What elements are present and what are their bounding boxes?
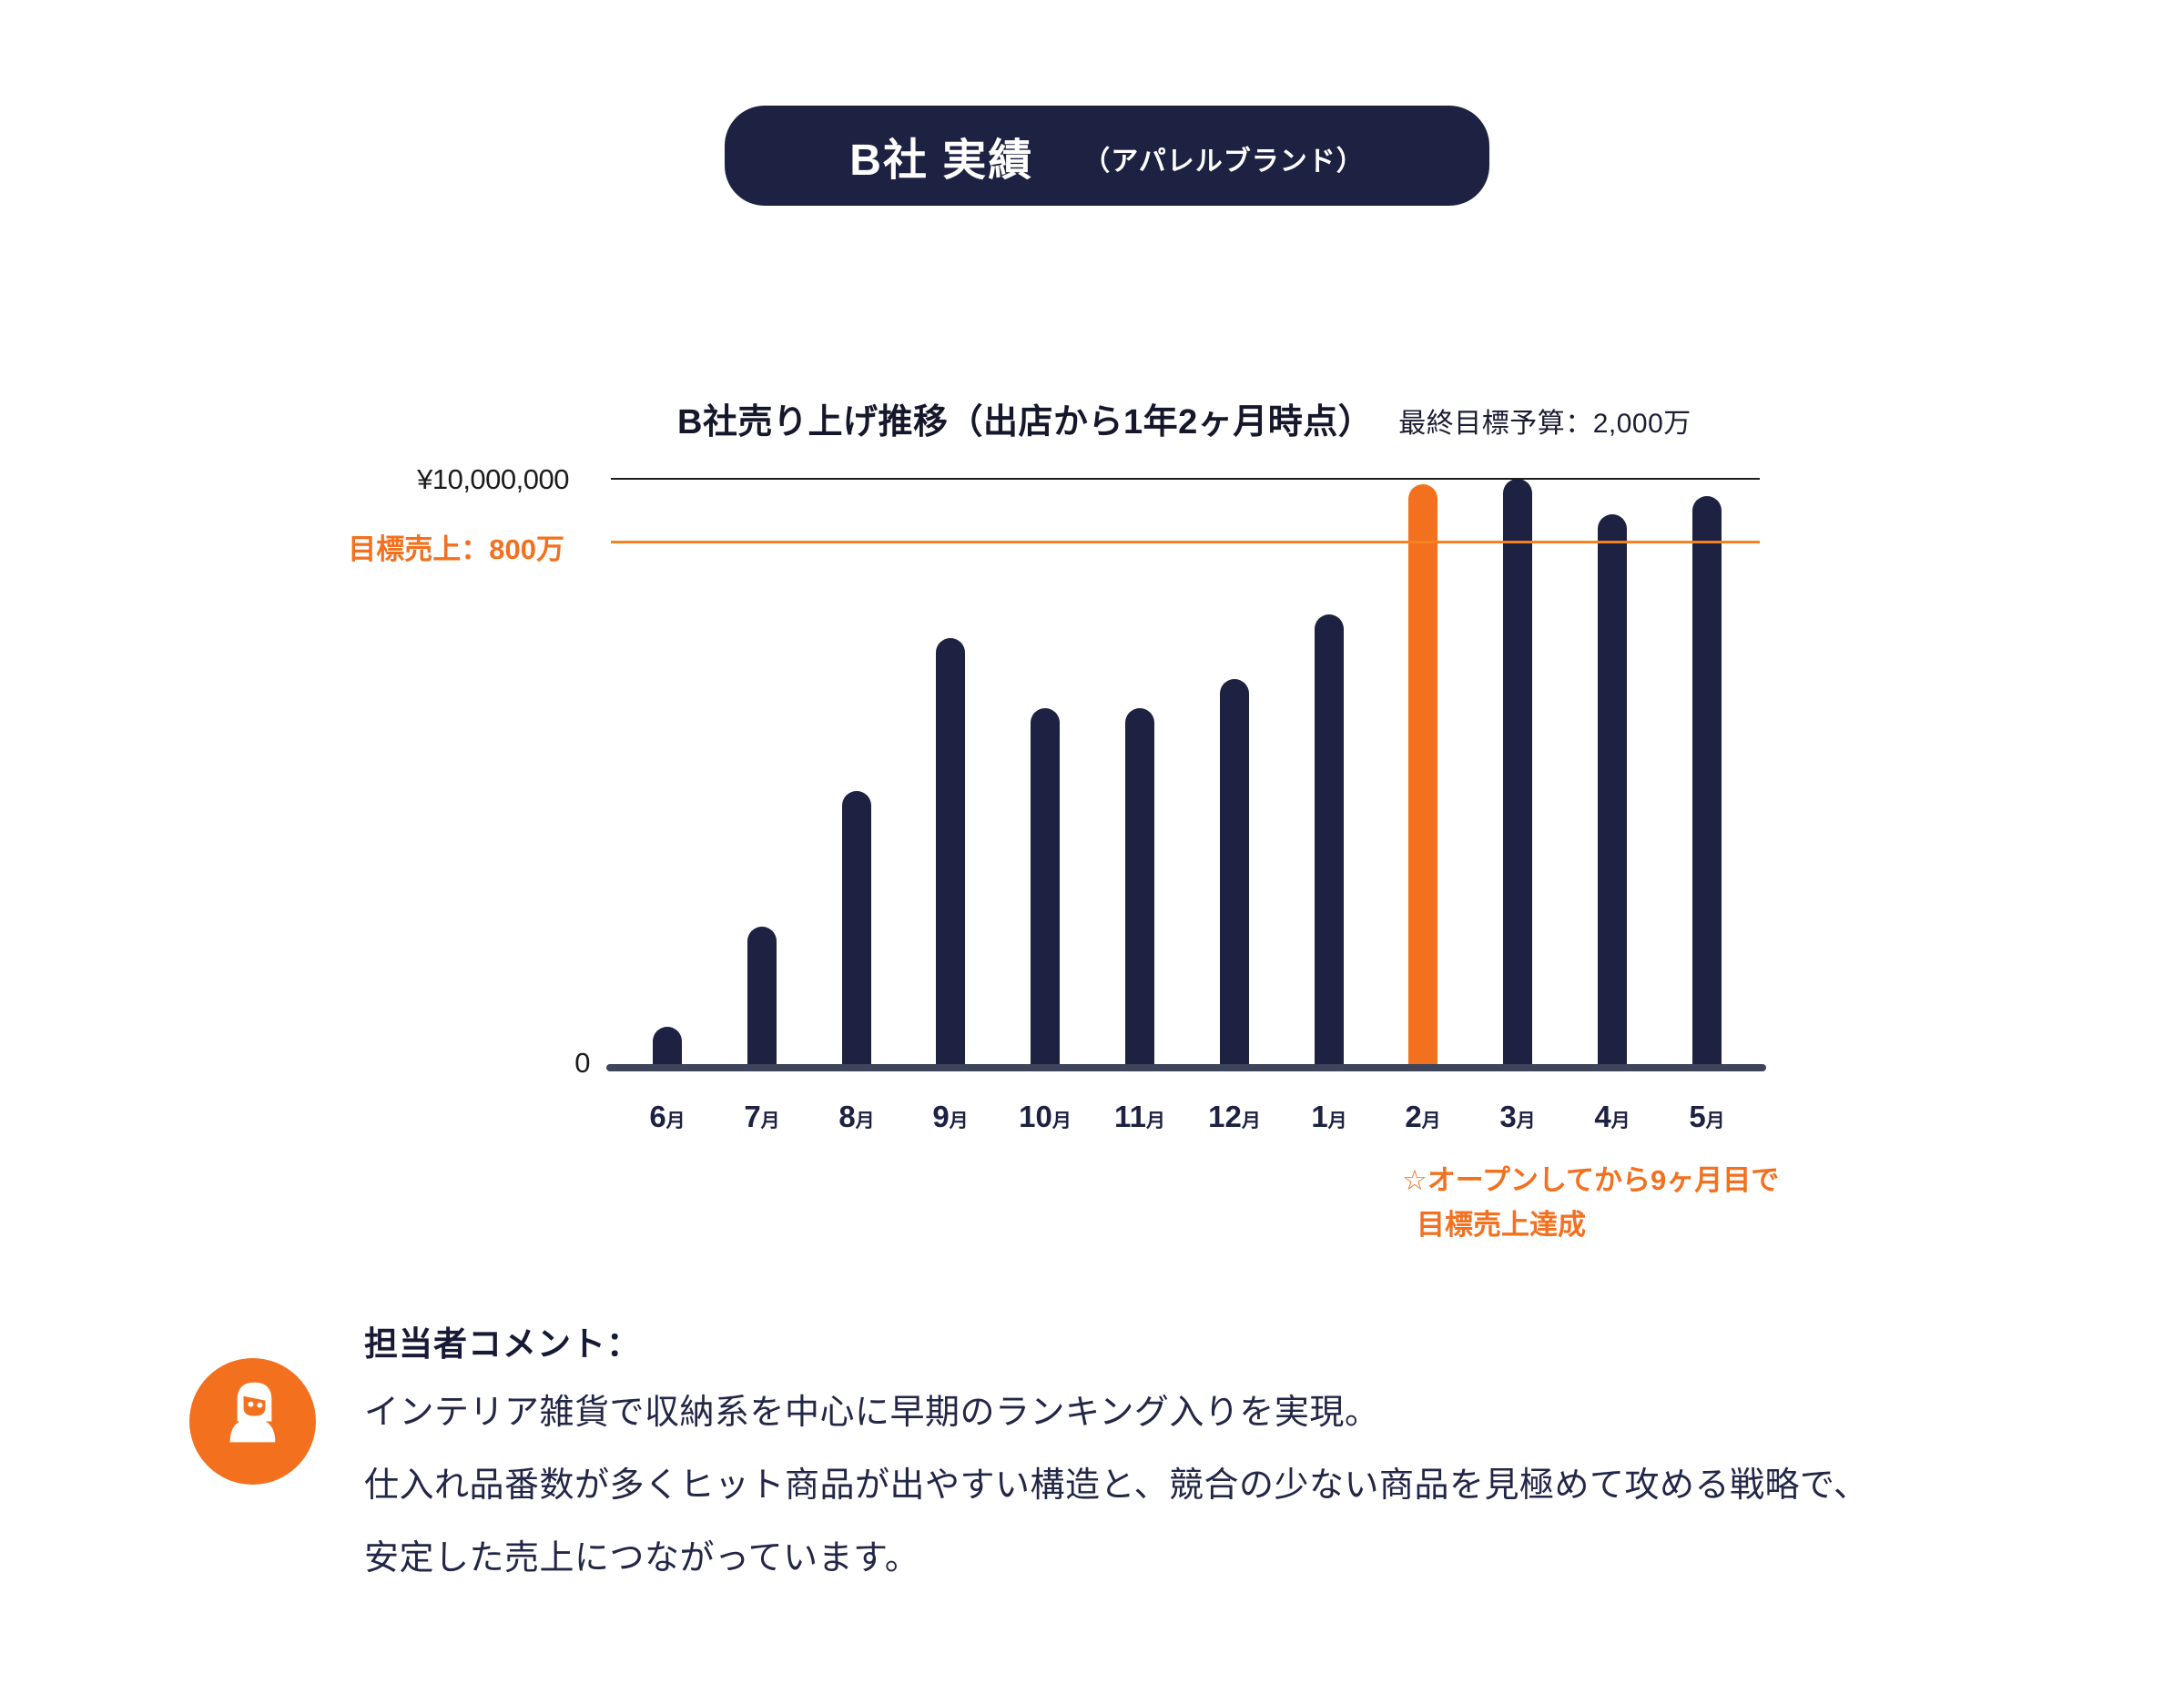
max-gridline [611,478,1760,480]
x-axis-label-2月: 2月 [1376,1100,1470,1134]
x-label-month-unit: 月 [760,1111,780,1131]
x-axis-label-5月: 5月 [1660,1100,1754,1134]
badge-subtitle: （アパレルブランド） [1082,147,1365,177]
x-axis-label-3月: 3月 [1470,1100,1565,1134]
chart-title: B社売り上げ推移（出店から1年2ヶ月時点） [677,403,1374,441]
x-axis-label-7月: 7月 [715,1100,809,1134]
x-label-month-number: 9 [932,1100,950,1133]
x-label-month-number: 7 [744,1100,761,1133]
bar-6月 [653,1027,682,1068]
person-avatar-icon [189,1358,316,1485]
x-axis-label-12月: 12月 [1187,1100,1282,1134]
goal-annotation-line2: 目標売上達成 [1417,1209,1586,1241]
goal-annotation: ☆オープンしてから9ヶ月目で 目標売上達成 [1402,1158,1779,1247]
bar-4月 [1598,514,1627,1068]
chart-subtitle: 最終目標予算：2,000万 [1398,409,1691,439]
bar-9月 [936,638,965,1068]
x-label-month-number: 4 [1594,1100,1611,1133]
x-label-month-unit: 月 [1421,1111,1441,1131]
x-axis-label-8月: 8月 [809,1100,904,1134]
x-label-month-unit: 月 [665,1111,686,1131]
bar-8月 [842,791,871,1068]
comment-line: インテリア雑貨で収納系を中心に早期のランキング入りを実現。 [364,1394,1380,1432]
x-label-month-unit: 月 [1241,1111,1261,1131]
comment-line: 安定した売上につながっています。 [364,1539,920,1577]
badge-title: B社 実績 [849,137,1034,185]
x-label-month-unit: 月 [949,1111,969,1131]
bar-2月 [1408,484,1437,1068]
x-label-month-number: 6 [649,1100,666,1133]
x-label-month-unit: 月 [1327,1111,1347,1131]
target-line-label: 目標売上：800万 [348,533,564,565]
x-label-month-unit: 月 [1705,1111,1725,1131]
x-label-month-number: 10 [1019,1100,1052,1133]
x-axis-label-11月: 11月 [1092,1100,1187,1134]
x-label-month-unit: 月 [855,1111,875,1131]
company-badge: B社 実績 （アパレルブランド） [725,106,1489,206]
bar-11月 [1125,708,1154,1068]
y-max-label: ¥10,000,000 [417,463,569,495]
x-axis-label-10月: 10月 [998,1100,1092,1134]
x-label-month-unit: 月 [1051,1111,1072,1131]
comment-heading: 担当者コメント： [364,1325,641,1363]
x-label-month-unit: 月 [1610,1111,1630,1131]
x-axis-label-1月: 1月 [1282,1100,1376,1134]
x-label-month-number: 5 [1689,1100,1706,1133]
bar-1月 [1315,614,1344,1068]
chart-title-row: B社売り上げ推移（出店から1年2ヶ月時点） 最終目標予算：2,000万 [677,393,1691,443]
x-label-month-number: 8 [838,1100,856,1133]
x-label-month-number: 11 [1114,1100,1146,1133]
x-label-month-number: 3 [1499,1100,1517,1133]
y-zero-label: 0 [574,1047,590,1079]
x-label-month-number: 2 [1405,1100,1422,1133]
comment-body: インテリア雑貨で収納系を中心に早期のランキング入りを実現。 仕入れ品番数が多くヒ… [364,1376,2021,1595]
bar-10月 [1031,708,1060,1068]
bar-5月 [1692,496,1722,1068]
x-label-month-unit: 月 [1145,1111,1165,1131]
bar-3月 [1503,479,1532,1068]
x-axis-label-4月: 4月 [1565,1100,1660,1134]
goal-annotation-line1: ☆オープンしてから9ヶ月目で [1402,1164,1780,1196]
bar-12月 [1220,679,1249,1068]
x-label-month-number: 1 [1311,1100,1328,1133]
comment-line: 仕入れ品番数が多くヒット商品が出やすい構造と、競合の少ない商品を見極めて攻める戦… [364,1466,1869,1505]
x-axis-label-6月: 6月 [620,1100,715,1134]
target-line [611,541,1760,543]
x-label-month-unit: 月 [1516,1111,1536,1131]
x-axis-label-9月: 9月 [903,1100,998,1134]
x-label-month-number: 12 [1208,1100,1242,1133]
x-axis-line [606,1064,1766,1071]
bar-7月 [747,927,777,1068]
